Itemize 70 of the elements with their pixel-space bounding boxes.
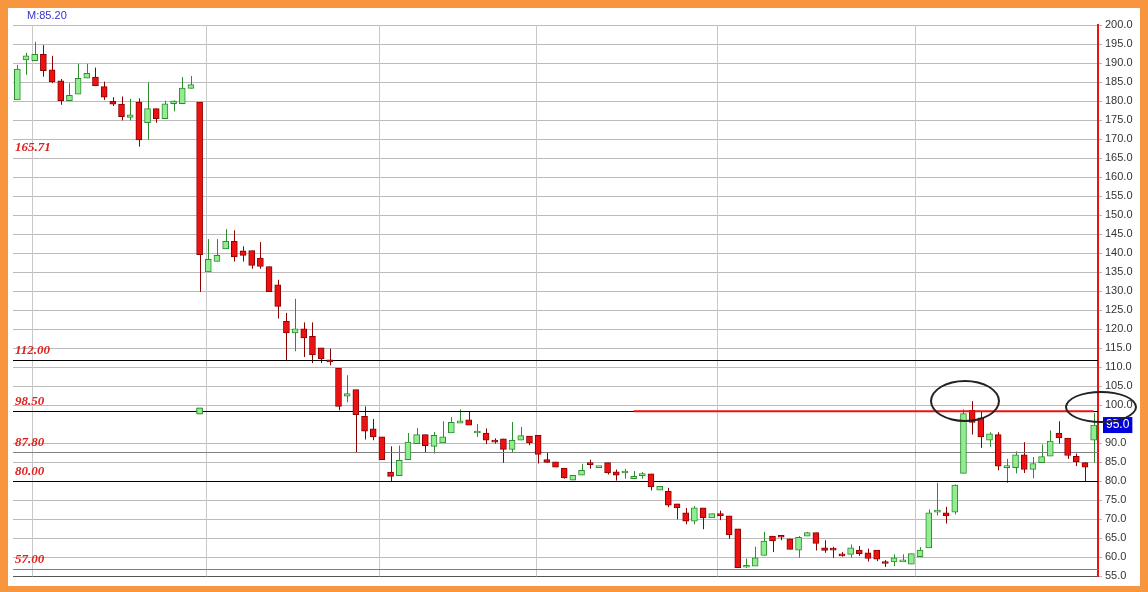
candlestick (274, 279, 282, 320)
y-tick-label: 100.0 (1105, 398, 1133, 411)
text: M:85.20 (27, 8, 67, 21)
candlestick (204, 238, 212, 273)
candlestick (691, 505, 698, 525)
y-tick-label: 120.0 (1105, 322, 1133, 335)
y-tick-label: 75.0 (1105, 493, 1127, 506)
y-tick-label: 125.0 (1105, 303, 1133, 316)
candlestick (387, 445, 394, 483)
candlestick (118, 95, 125, 121)
text: 95.0 (1106, 417, 1130, 432)
y-tick-label: 80.0 (1105, 474, 1127, 487)
y-tick-label: 115.0 (1105, 341, 1132, 354)
y-tick-label: 130.0 (1105, 284, 1133, 297)
candlestick (178, 76, 186, 105)
y-tick-label: 165.0 (1105, 151, 1133, 164)
candlestick (57, 78, 65, 106)
y-tick-label: 195.0 (1105, 37, 1133, 50)
y-tick-label: 160.0 (1105, 170, 1133, 183)
y-tick-label: 105.0 (1105, 379, 1133, 392)
candlestick (395, 445, 403, 477)
candlestick (300, 321, 308, 358)
y-tick-label: 185.0 (1105, 75, 1133, 88)
candlestick (100, 81, 108, 101)
candlestick (1029, 456, 1037, 479)
y-tick-label: 180.0 (1105, 94, 1133, 107)
candlestick (40, 44, 47, 78)
ref-line-label: 87.80 (15, 434, 45, 450)
candlestick (22, 52, 30, 76)
ref-line-label: 57.00 (15, 551, 45, 567)
y-tick-label: 60.0 (1105, 550, 1127, 563)
candlestick (369, 418, 377, 441)
candlestick (231, 229, 238, 263)
candlestick (1003, 458, 1011, 484)
candlestick (257, 241, 264, 270)
candlestick (1038, 443, 1045, 464)
y-tick-label: 70.0 (1105, 512, 1127, 525)
ref-line-label: 98.50 (15, 393, 45, 409)
y-tick-label: 170.0 (1105, 132, 1133, 145)
candlestick (1020, 441, 1028, 474)
candlestick (283, 312, 290, 362)
y-tick-label: 155.0 (1105, 189, 1133, 202)
candlestick (309, 321, 316, 364)
y-tick-label: 110.0 (1105, 360, 1132, 373)
ref-line-label: 80.00 (15, 463, 45, 479)
y-tick-label: 150.0 (1105, 208, 1133, 221)
candlestick (795, 535, 802, 559)
candlestick (126, 98, 134, 121)
candlestick (1012, 450, 1019, 474)
candlestick (1046, 429, 1054, 457)
candlestick (31, 41, 39, 62)
candlestick (439, 420, 446, 444)
y-tick-label: 140.0 (1105, 246, 1133, 259)
y-tick-label: 65.0 (1105, 531, 1127, 544)
annotation: 165.71 (15, 139, 51, 155)
y-tick-label: 200.0 (1105, 18, 1133, 31)
ref-line-label: 112.00 (15, 342, 51, 358)
candlestick (1090, 412, 1097, 464)
y-tick-label: 90.0 (1105, 436, 1127, 449)
y-tick-label: 55.0 (1105, 569, 1127, 582)
candlestick (361, 405, 368, 440)
y-tick-label: 135.0 (1105, 265, 1133, 278)
y-tick-label: 85.0 (1105, 455, 1127, 468)
candlestick (665, 487, 672, 508)
candlestick (222, 228, 229, 250)
y-tick-label: 175.0 (1105, 113, 1133, 126)
y-tick-label: 145.0 (1105, 227, 1133, 240)
candlestick (92, 67, 99, 87)
candlestick (144, 81, 151, 141)
y-tick-label: 190.0 (1105, 56, 1133, 69)
